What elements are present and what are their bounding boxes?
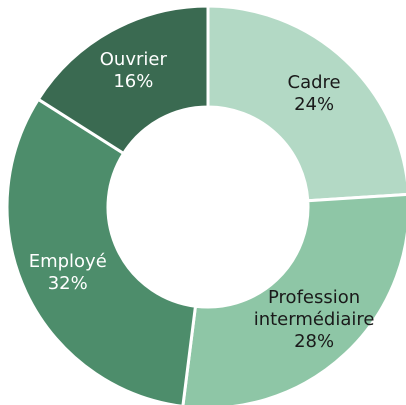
category-label: Ouvrier [99, 49, 167, 71]
slice [5, 97, 198, 405]
slice-label: Ouvrier 16% [58, 49, 208, 93]
slice-label: Profession intermédiaire 28% [239, 287, 389, 353]
slice [36, 4, 210, 156]
slice [181, 193, 406, 405]
value-label: 28% [294, 330, 335, 352]
slice-label: Cadre 24% [239, 72, 389, 116]
category-label: Cadre [287, 72, 341, 93]
value-label: 16% [113, 71, 154, 93]
slice [206, 4, 406, 203]
category-label: Employé [28, 250, 107, 272]
category-label: Profession intermédiaire [253, 286, 375, 330]
value-label: 32% [47, 272, 88, 294]
value-label: 24% [294, 94, 335, 115]
slice-label: Employé 32% [0, 251, 143, 295]
